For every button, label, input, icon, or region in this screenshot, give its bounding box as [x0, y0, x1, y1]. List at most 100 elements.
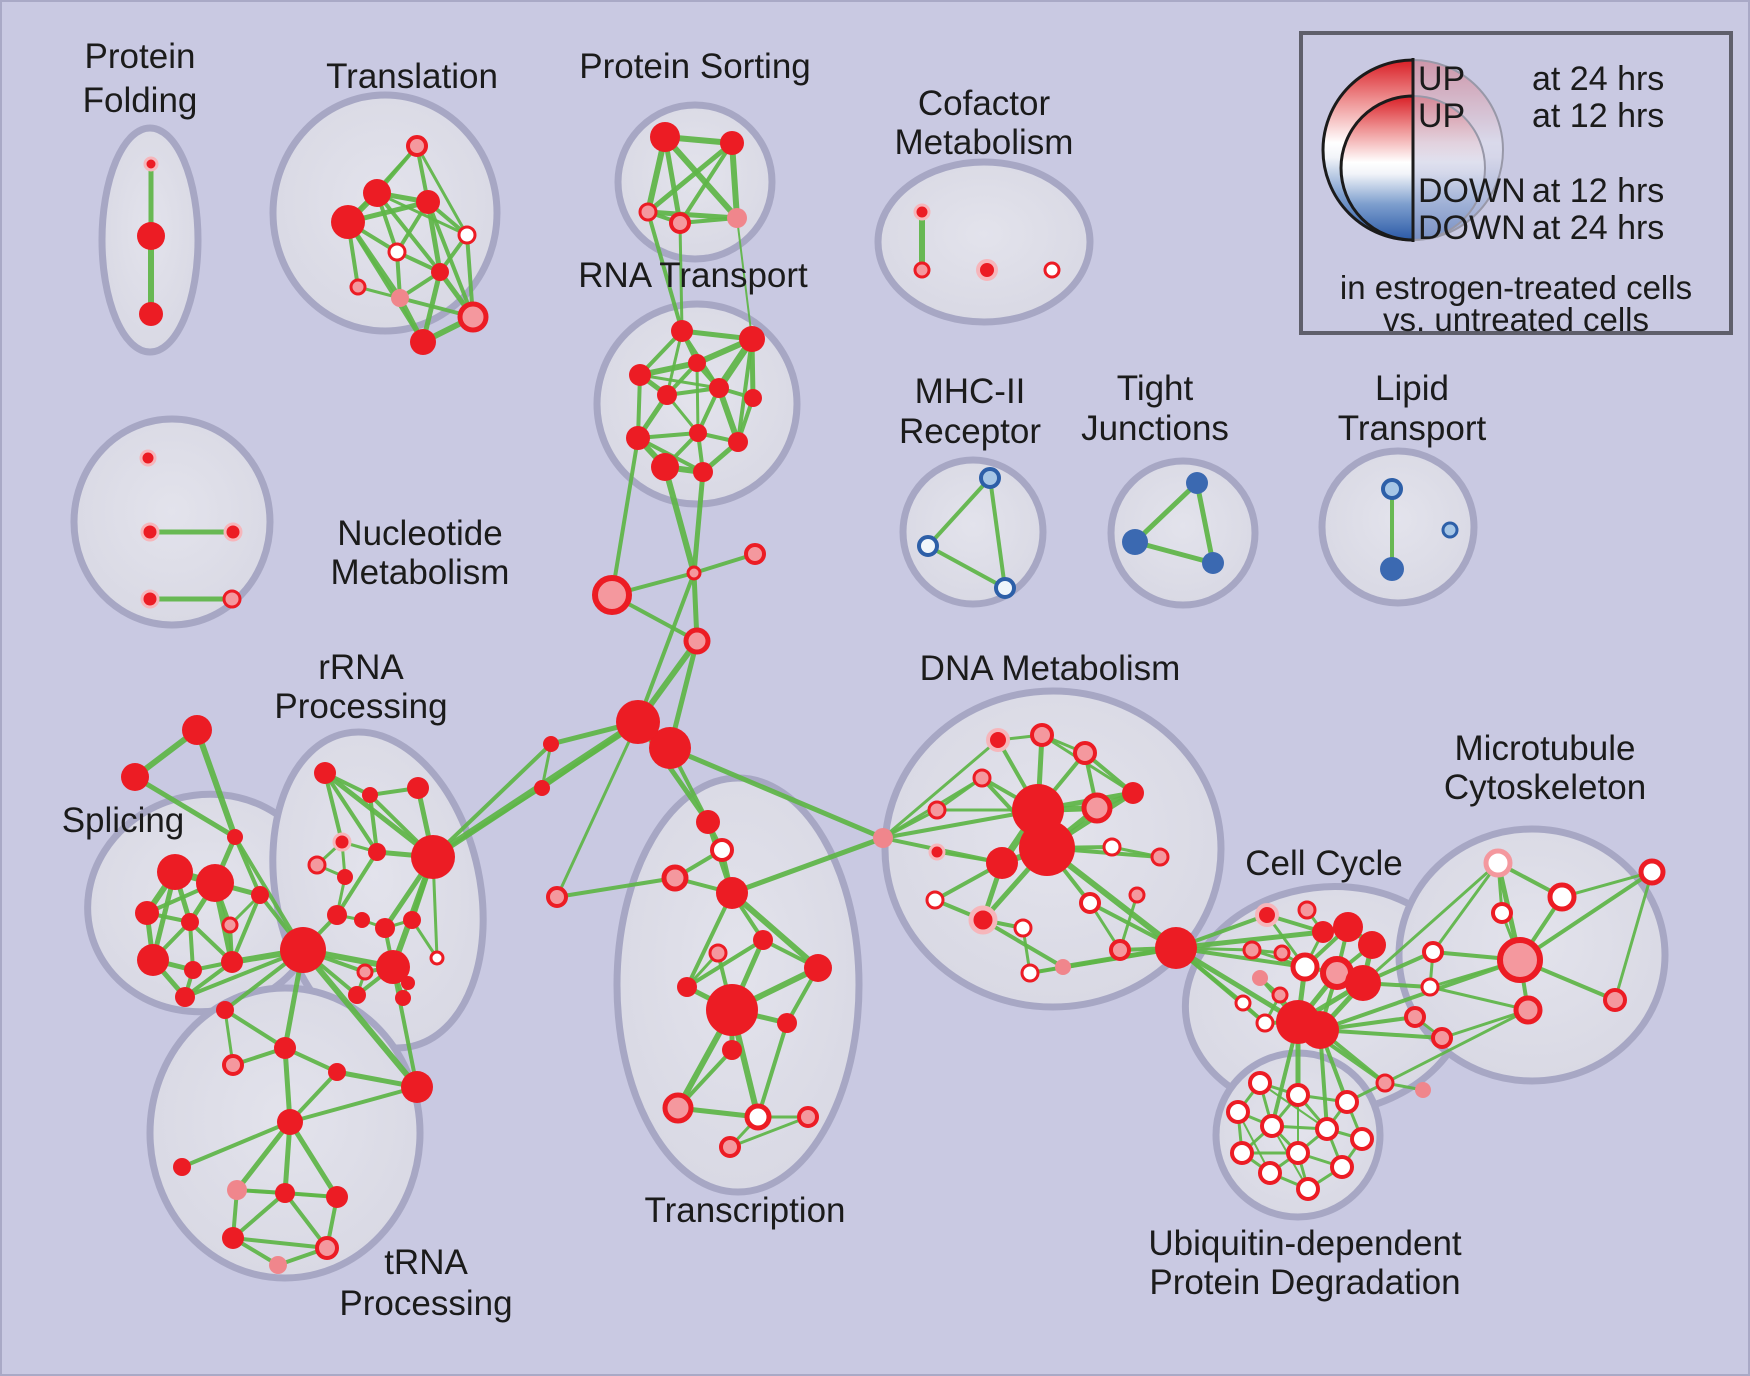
node-dm13[interactable]: [1150, 847, 1170, 867]
node-cc12[interactable]: [1271, 986, 1289, 1004]
node-rt8[interactable]: [689, 424, 707, 442]
node-tn4[interactable]: [328, 1063, 346, 1081]
node-dm10[interactable]: [986, 847, 1018, 879]
node-dm22[interactable]: [1155, 927, 1197, 969]
node-mc7[interactable]: [1638, 858, 1666, 886]
node-rr4[interactable]: [332, 832, 352, 852]
node-tr4[interactable]: [546, 886, 568, 908]
node-c3[interactable]: [592, 575, 632, 615]
node-dm6[interactable]: [1122, 782, 1144, 804]
node-cc7[interactable]: [1273, 944, 1291, 962]
node-sc3[interactable]: [135, 901, 159, 925]
node-tr2[interactable]: [710, 838, 734, 862]
node-sp3[interactable]: [227, 829, 243, 845]
node-tn2[interactable]: [222, 1054, 244, 1076]
node-cf1[interactable]: [913, 203, 931, 221]
node-tj1[interactable]: [1186, 472, 1208, 494]
node-nm3[interactable]: [223, 522, 243, 542]
node-tr3[interactable]: [661, 864, 689, 892]
node-pf2[interactable]: [137, 222, 165, 250]
node-rt5[interactable]: [657, 385, 677, 405]
node-sp1[interactable]: [182, 715, 212, 745]
node-rr11[interactable]: [375, 918, 395, 938]
node-nm2[interactable]: [140, 522, 160, 542]
node-dm19[interactable]: [1055, 959, 1071, 975]
node-nm5[interactable]: [222, 589, 242, 609]
node-cc6[interactable]: [1242, 940, 1262, 960]
node-mc4[interactable]: [1497, 937, 1543, 983]
node-rr16[interactable]: [429, 950, 445, 966]
node-nm1[interactable]: [139, 449, 157, 467]
node-ps2[interactable]: [720, 131, 744, 155]
node-dm14[interactable]: [925, 890, 945, 910]
node-tj2[interactable]: [1122, 529, 1148, 555]
node-rt7[interactable]: [744, 389, 762, 407]
node-sc7[interactable]: [137, 944, 169, 976]
node-dm18[interactable]: [1013, 918, 1033, 938]
node-rr7[interactable]: [337, 869, 353, 885]
node-tn5[interactable]: [401, 1071, 433, 1103]
node-u10[interactable]: [1330, 1155, 1354, 1179]
node-tl2[interactable]: [363, 179, 391, 207]
node-sc1[interactable]: [157, 854, 193, 890]
node-ps3[interactable]: [638, 202, 658, 222]
node-tr13[interactable]: [662, 1092, 694, 1124]
node-sc2[interactable]: [196, 864, 234, 902]
node-tr10[interactable]: [706, 984, 758, 1036]
node-dm1[interactable]: [986, 728, 1010, 752]
node-rt4[interactable]: [688, 354, 706, 372]
node-tl5[interactable]: [457, 225, 477, 245]
node-rt1[interactable]: [671, 320, 693, 342]
node-tn11[interactable]: [222, 1227, 244, 1249]
node-sl1[interactable]: [543, 736, 559, 752]
node-rr6[interactable]: [368, 843, 386, 861]
node-u3[interactable]: [1335, 1090, 1359, 1114]
node-cc11[interactable]: [1252, 970, 1268, 986]
node-tr1[interactable]: [696, 810, 720, 834]
node-tl11[interactable]: [410, 329, 436, 355]
node-tr16[interactable]: [719, 1136, 741, 1158]
node-sc10[interactable]: [175, 987, 195, 1007]
node-u2[interactable]: [1286, 1083, 1310, 1107]
node-u11[interactable]: [1258, 1161, 1282, 1185]
node-rt12[interactable]: [693, 462, 713, 482]
node-dm21[interactable]: [1109, 939, 1131, 961]
node-mc3[interactable]: [1491, 902, 1513, 924]
node-tl1[interactable]: [406, 135, 428, 157]
node-mc6[interactable]: [1513, 995, 1543, 1025]
node-mc1[interactable]: [1483, 848, 1513, 878]
node-tr14[interactable]: [744, 1103, 772, 1131]
node-tj3[interactable]: [1202, 552, 1224, 574]
node-rr3[interactable]: [407, 777, 429, 799]
node-tr7[interactable]: [708, 943, 728, 963]
node-sp2[interactable]: [121, 763, 149, 791]
node-rr2[interactable]: [362, 787, 378, 803]
node-sc5[interactable]: [221, 916, 239, 934]
node-u12[interactable]: [1296, 1177, 1320, 1201]
node-tl9[interactable]: [391, 289, 409, 307]
node-tr15[interactable]: [797, 1106, 819, 1128]
node-cf4[interactable]: [1043, 261, 1061, 279]
node-tn13[interactable]: [269, 1256, 287, 1274]
node-dm9[interactable]: [1019, 820, 1075, 876]
node-rr9[interactable]: [327, 905, 347, 925]
node-dm12[interactable]: [1102, 837, 1122, 857]
node-c4[interactable]: [683, 627, 711, 655]
node-tn9[interactable]: [275, 1183, 295, 1203]
node-cf2[interactable]: [913, 261, 931, 279]
node-sl2[interactable]: [534, 780, 550, 796]
node-u4[interactable]: [1226, 1100, 1250, 1124]
node-sc6[interactable]: [251, 886, 269, 904]
node-tr6[interactable]: [753, 930, 773, 950]
node-u8[interactable]: [1230, 1141, 1254, 1165]
node-tl10[interactable]: [457, 301, 489, 333]
node-rr12[interactable]: [403, 911, 421, 929]
node-rr10[interactable]: [354, 912, 370, 928]
node-u7[interactable]: [1350, 1127, 1374, 1151]
node-cc14[interactable]: [1255, 1013, 1275, 1033]
node-cc1[interactable]: [1255, 903, 1279, 927]
node-cc19[interactable]: [1404, 1006, 1426, 1028]
node-tn7[interactable]: [173, 1158, 191, 1176]
node-rr1[interactable]: [314, 762, 336, 784]
node-tn12[interactable]: [315, 1236, 339, 1260]
